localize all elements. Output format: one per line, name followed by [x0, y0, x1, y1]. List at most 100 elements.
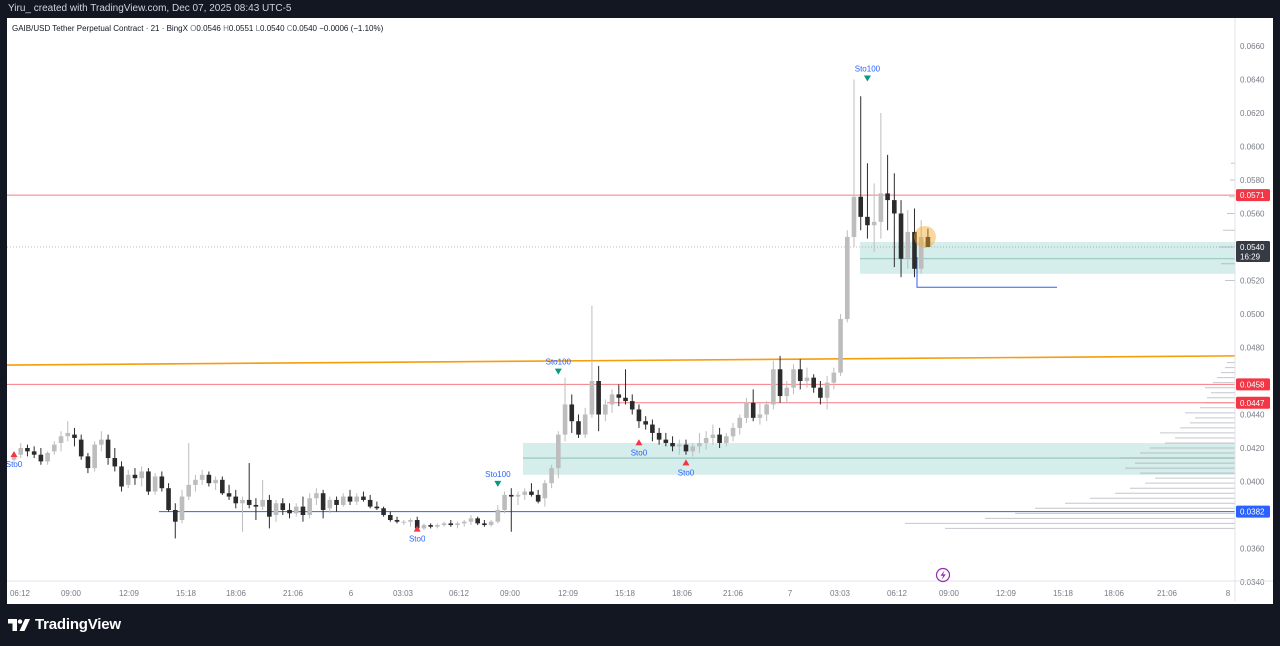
- candle[interactable]: [58, 431, 64, 452]
- candle[interactable]: [717, 427, 722, 448]
- candle[interactable]: [824, 375, 830, 410]
- candle[interactable]: [172, 503, 178, 539]
- candle[interactable]: [556, 431, 561, 479]
- candle[interactable]: [629, 394, 635, 415]
- candle[interactable]: [125, 469, 131, 489]
- candle[interactable]: [744, 397, 749, 423]
- candle[interactable]: [193, 474, 198, 492]
- candle[interactable]: [45, 451, 50, 465]
- candle[interactable]: [394, 516, 400, 524]
- candle[interactable]: [777, 355, 783, 403]
- candle[interactable]: [475, 516, 480, 526]
- candle[interactable]: [287, 503, 292, 519]
- candle[interactable]: [307, 493, 312, 519]
- candle[interactable]: [858, 96, 864, 231]
- candle[interactable]: [132, 468, 138, 485]
- candle[interactable]: [838, 314, 843, 376]
- candle[interactable]: [724, 432, 729, 447]
- candle[interactable]: [367, 494, 373, 509]
- candle[interactable]: [851, 79, 857, 248]
- candle[interactable]: [676, 439, 682, 455]
- candle[interactable]: [152, 473, 158, 495]
- candle[interactable]: [918, 220, 924, 274]
- candle[interactable]: [327, 496, 333, 514]
- blue-short-line[interactable]: [916, 257, 1057, 288]
- candle[interactable]: [710, 424, 716, 445]
- candle[interactable]: [885, 154, 890, 231]
- candle[interactable]: [461, 520, 467, 527]
- candle[interactable]: [529, 483, 534, 497]
- candle[interactable]: [562, 377, 568, 442]
- candle[interactable]: [38, 448, 44, 465]
- candle[interactable]: [764, 401, 769, 422]
- candle[interactable]: [361, 491, 366, 502]
- candle[interactable]: [119, 461, 124, 492]
- candle[interactable]: [784, 381, 790, 403]
- candle[interactable]: [791, 364, 796, 395]
- price-chart[interactable]: Sto0 Sto0 Sto100 Sto100 Sto0 Sto0 Sto100 0.0660…: [7, 18, 1273, 604]
- candle[interactable]: [354, 493, 360, 505]
- candle[interactable]: [199, 469, 205, 485]
- candle[interactable]: [468, 515, 474, 526]
- candle[interactable]: [663, 432, 669, 447]
- candle[interactable]: [596, 365, 601, 432]
- candle[interactable]: [246, 463, 252, 509]
- candle[interactable]: [495, 504, 501, 524]
- candle[interactable]: [542, 479, 548, 507]
- candle[interactable]: [300, 496, 306, 522]
- candle[interactable]: [730, 422, 736, 442]
- candle[interactable]: [240, 496, 245, 532]
- candle[interactable]: [522, 488, 528, 500]
- candle[interactable]: [334, 496, 339, 512]
- candle[interactable]: [85, 453, 91, 474]
- candle[interactable]: [797, 359, 803, 390]
- candle[interactable]: [139, 466, 144, 487]
- candle[interactable]: [293, 503, 299, 517]
- candle[interactable]: [925, 228, 931, 247]
- candle[interactable]: [892, 173, 897, 268]
- candle[interactable]: [616, 384, 622, 407]
- candle[interactable]: [576, 414, 581, 438]
- candle[interactable]: [31, 446, 37, 459]
- candle[interactable]: [72, 427, 77, 447]
- candle[interactable]: [186, 442, 192, 500]
- candle[interactable]: [643, 416, 648, 430]
- candle[interactable]: [220, 476, 225, 495]
- candle[interactable]: [52, 441, 57, 455]
- candle[interactable]: [78, 434, 84, 460]
- candle[interactable]: [347, 489, 353, 505]
- candle[interactable]: [535, 489, 541, 504]
- candle[interactable]: [636, 404, 642, 428]
- candle[interactable]: [233, 489, 239, 509]
- candle[interactable]: [865, 163, 870, 239]
- candle[interactable]: [408, 518, 413, 527]
- candle[interactable]: [515, 491, 521, 505]
- candle[interactable]: [582, 407, 588, 438]
- candle[interactable]: [146, 468, 151, 495]
- candle[interactable]: [650, 419, 655, 442]
- candle[interactable]: [656, 427, 662, 445]
- candle[interactable]: [340, 493, 346, 507]
- candle[interactable]: [609, 389, 615, 413]
- candle[interactable]: [428, 523, 433, 529]
- candle[interactable]: [213, 476, 218, 490]
- candle[interactable]: [18, 442, 24, 459]
- candle[interactable]: [623, 369, 628, 405]
- candle[interactable]: [267, 494, 272, 529]
- candle[interactable]: [381, 506, 386, 517]
- candle[interactable]: [811, 374, 816, 393]
- candle[interactable]: [112, 448, 118, 472]
- candle[interactable]: [703, 431, 709, 450]
- candle[interactable]: [589, 305, 595, 418]
- candle[interactable]: [488, 520, 494, 527]
- candle[interactable]: [771, 360, 776, 410]
- candle[interactable]: [260, 479, 265, 510]
- candle[interactable]: [905, 210, 911, 269]
- candle[interactable]: [549, 464, 554, 489]
- candle[interactable]: [871, 183, 877, 253]
- lightning-icon[interactable]: [935, 567, 951, 583]
- candle[interactable]: [421, 523, 427, 531]
- candle[interactable]: [482, 520, 487, 527]
- candle[interactable]: [226, 484, 232, 500]
- candle[interactable]: [401, 520, 407, 526]
